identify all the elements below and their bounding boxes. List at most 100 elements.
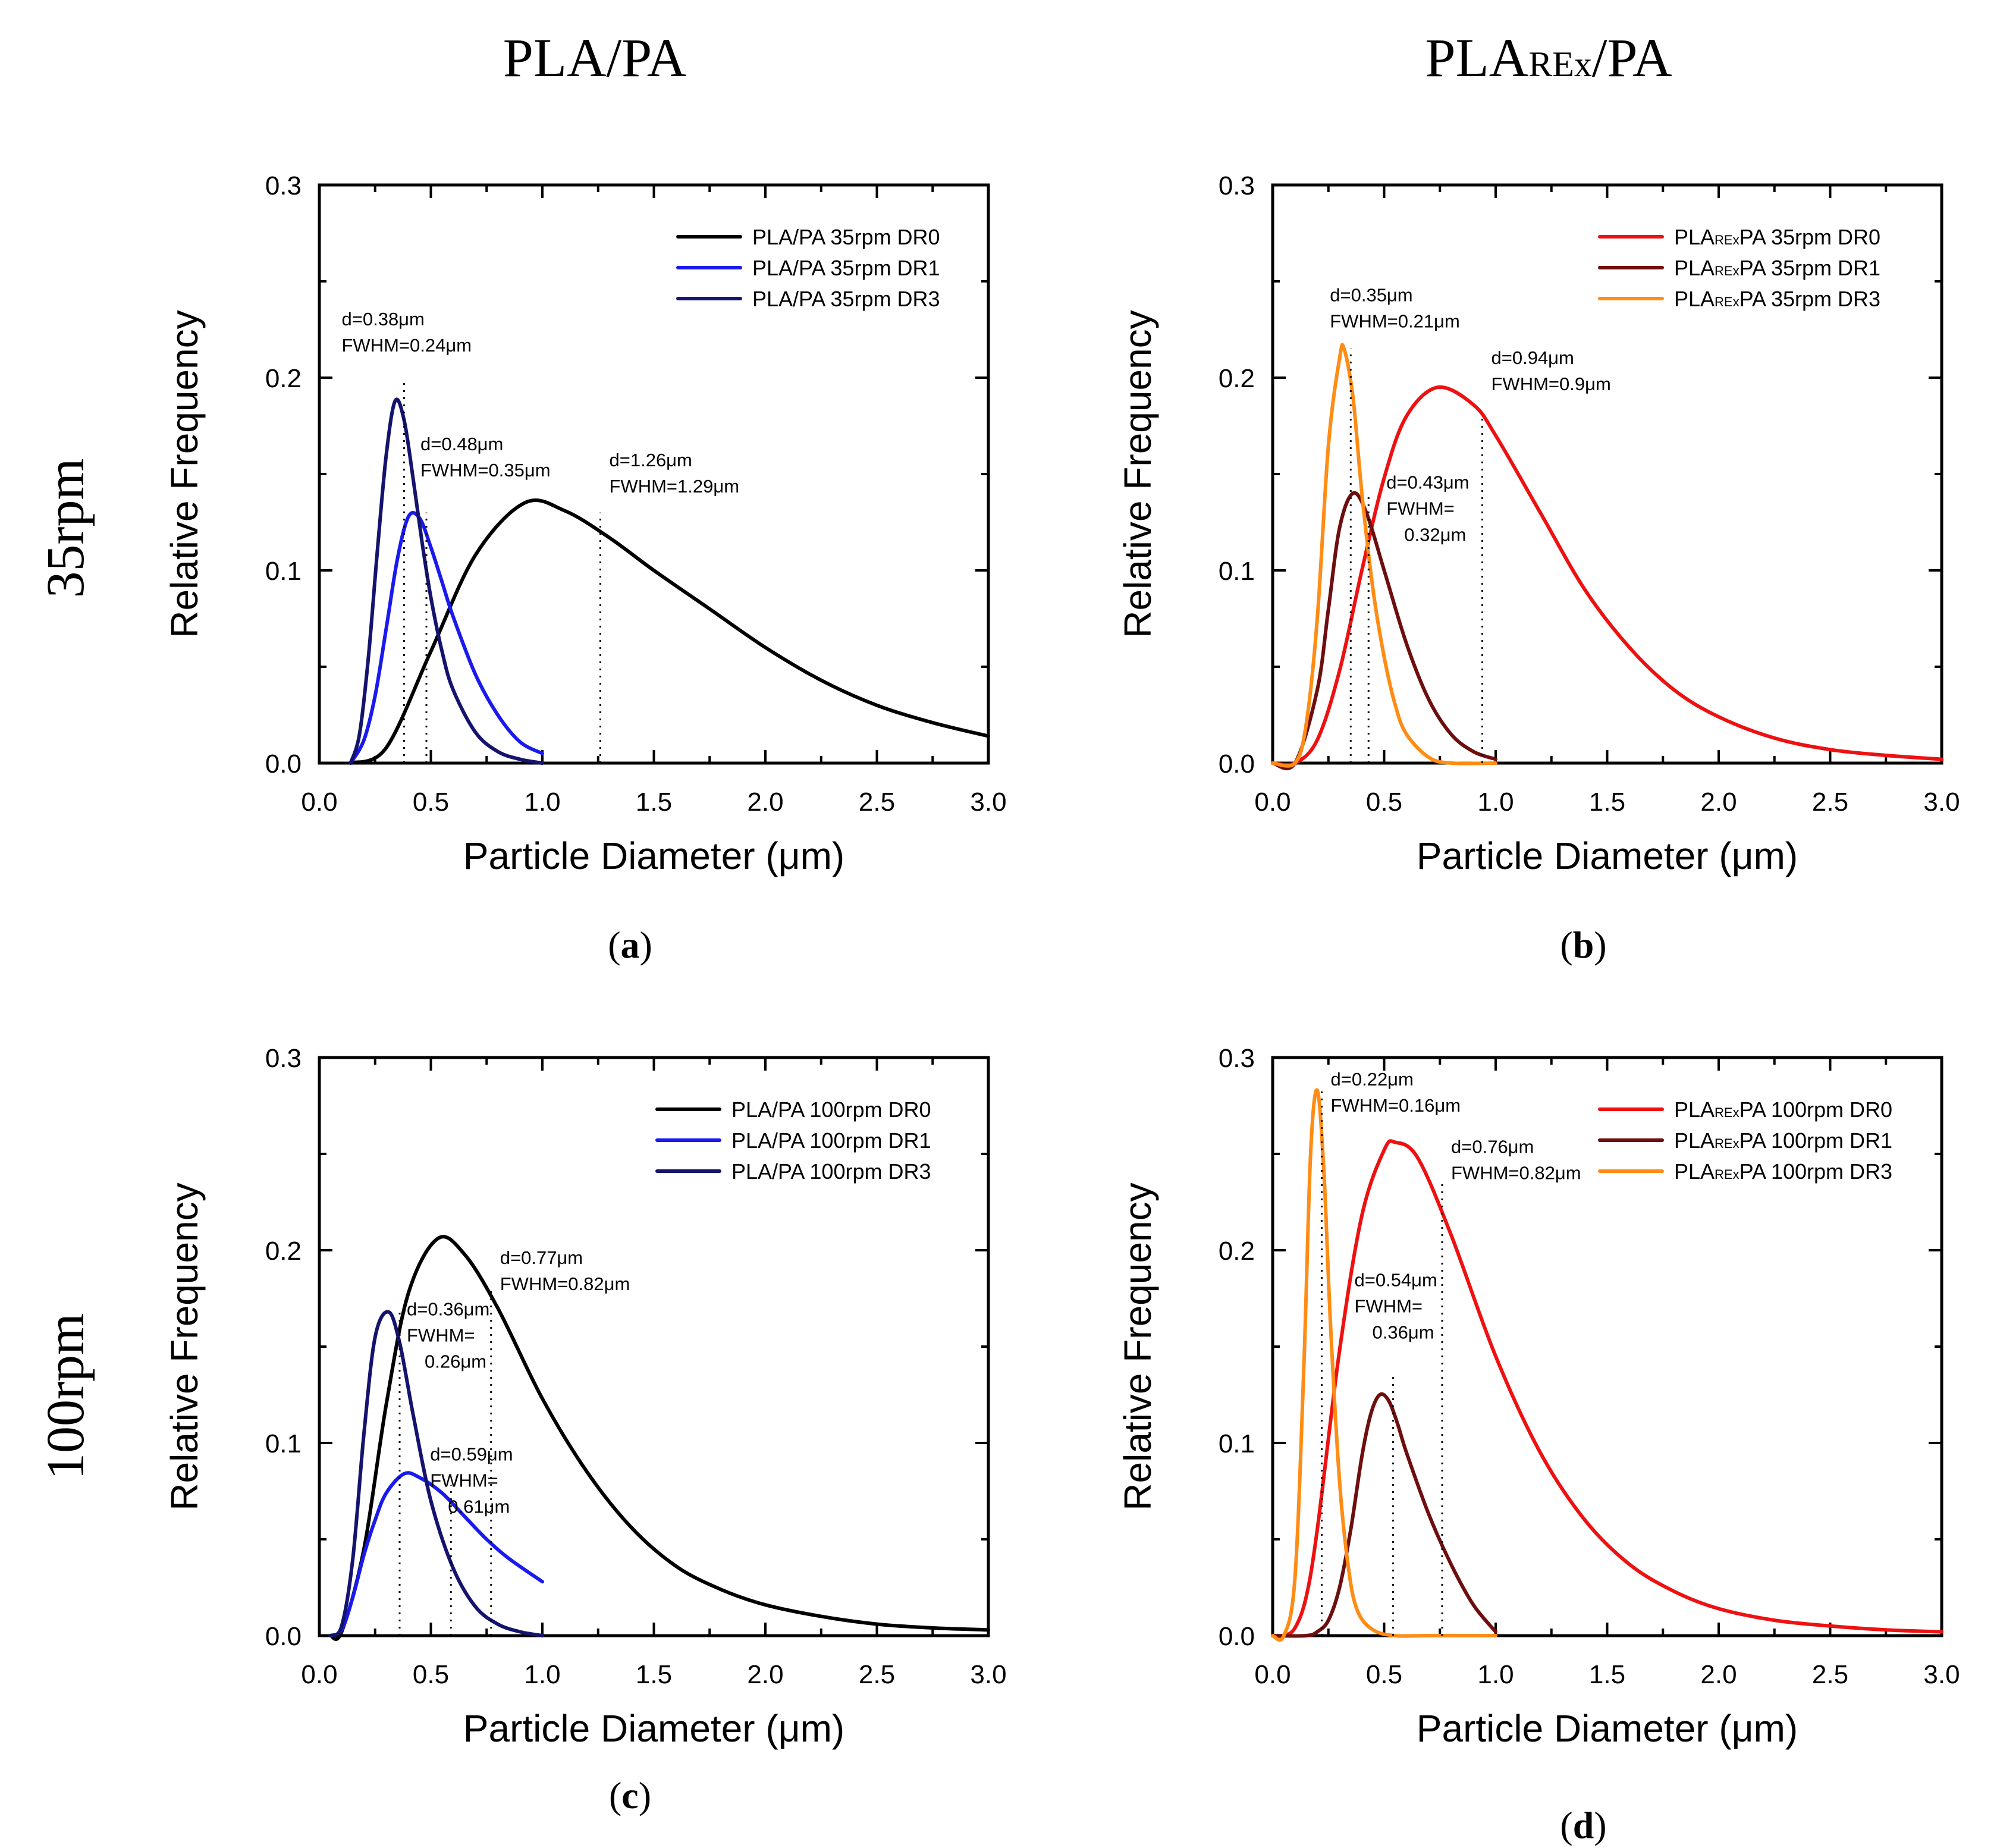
series-line-1: [348, 498, 990, 765]
x-tick-label: 0.0: [1254, 787, 1290, 817]
annotation-label: d=0.48μm FWHM=0.35μm: [420, 434, 551, 481]
x-tick-label: 0.0: [1254, 1660, 1290, 1689]
legend-entry: PLA/PA 35rpm DR3: [752, 287, 940, 311]
series-line-2: [1271, 491, 1497, 771]
column-title-right: PLAREx/PA: [1425, 27, 1672, 88]
chart-panel-c: 0.0 0.5 1.0 1.5 2.0 2.5 3.0 0.0 0.1 0.2 0.3 Particl…: [163, 1044, 1007, 1816]
y-tick-label: 0.2: [1219, 364, 1255, 393]
x-tick-label: 1.5: [636, 1660, 672, 1689]
y-axis-title: Relative Frequency: [163, 1182, 206, 1510]
x-tick-label: 1.5: [1589, 1660, 1625, 1689]
annotation-label: d=0.22μm FWHM=0.16μm: [1331, 1069, 1461, 1116]
series-line-2: [1271, 1392, 1497, 1638]
legend-entry: PLA/PA 35rpm DR0: [752, 225, 940, 249]
x-tick-label: 3.0: [970, 787, 1006, 817]
x-tick-label: 0.5: [413, 787, 449, 817]
x-axis-title: Particle Diameter (μm): [1417, 834, 1798, 877]
series-line-2: [348, 511, 544, 765]
y-tick-label: 0.3: [1219, 171, 1255, 200]
x-tick-label: 1.0: [524, 1660, 560, 1689]
x-tick-label: 3.0: [1923, 787, 1960, 817]
y-axis-title: Relative Frequency: [1116, 310, 1159, 638]
legend-entry: PLARExPA 35rpm DR1: [1674, 256, 1880, 280]
y-tick-label: 0.1: [265, 1429, 302, 1458]
y-tick-label: 0.0: [1219, 749, 1255, 779]
x-axis-title: Particle Diameter (μm): [463, 1707, 844, 1750]
series-line-3: [1271, 343, 1497, 768]
panel-label: (b): [1560, 924, 1606, 966]
y-axis-title: Relative Frequency: [163, 310, 206, 638]
x-tick-label: 2.0: [1700, 1660, 1737, 1689]
x-tick-label: 0.5: [413, 1660, 449, 1689]
annotation-label: d=0.77μm FWHM=0.82μm: [500, 1247, 630, 1294]
legend-entry: PLARExPA 35rpm DR0: [1674, 225, 1880, 249]
y-tick-label: 0.2: [265, 1237, 302, 1266]
series-line-2: [328, 1471, 544, 1637]
column-title-left: PLA/PA: [503, 27, 687, 88]
y-tick-label: 0.3: [265, 171, 302, 200]
series-line-1: [1271, 1139, 1943, 1638]
legend-entry: PLARExPA 100rpm DR3: [1674, 1159, 1892, 1184]
x-tick-label: 1.0: [1477, 1660, 1514, 1689]
annotation-label: d=0.94μm FWHM=0.9μm: [1492, 347, 1611, 394]
x-tick-label: 1.0: [1477, 787, 1514, 817]
panel-label: (a): [608, 924, 652, 966]
legend-entry: PLA/PA 100rpm DR3: [731, 1159, 931, 1184]
x-tick-label: 0.5: [1366, 787, 1402, 817]
chart-panel-b: 0.0 0.5 1.0 1.5 2.0 2.5 3.0 0.0 0.1 0.2 0.3 Particl…: [1116, 171, 1960, 966]
row-label-35rpm: 35rpm: [36, 459, 95, 598]
y-tick-label: 0.1: [1219, 1429, 1255, 1458]
x-tick-label: 0.0: [301, 787, 337, 817]
series-line-1: [328, 1235, 990, 1641]
series-line-3: [328, 1310, 544, 1637]
chart-panel-d: 0.0 0.5 1.0 1.5 2.0 2.5 3.0 0.0 0.1 0.2 0.3 Particl…: [1116, 1044, 1960, 1846]
x-tick-label: 1.0: [524, 787, 560, 817]
x-tick-label: 3.0: [1923, 1660, 1960, 1689]
y-tick-label: 0.0: [1219, 1622, 1255, 1651]
x-tick-label: 2.5: [1812, 787, 1848, 817]
x-tick-label: 1.5: [1589, 787, 1625, 817]
x-tick-label: 2.0: [747, 1660, 783, 1689]
x-tick-label: 3.0: [970, 1660, 1006, 1689]
annotation-label: d=0.36μm FWHM= 0.26μm: [407, 1299, 489, 1372]
y-tick-label: 0.3: [1219, 1044, 1255, 1073]
x-tick-label: 2.0: [1700, 787, 1737, 817]
legend-entry: PLA/PA 100rpm DR0: [731, 1097, 931, 1122]
x-tick-label: 2.5: [859, 787, 895, 817]
annotation-label: d=0.43μm FWHM= 0.32μm: [1386, 472, 1469, 545]
x-tick-label: 0.5: [1366, 1660, 1402, 1689]
annotation-label: d=0.38μm FWHM=0.24μm: [342, 309, 472, 356]
y-tick-label: 0.0: [265, 749, 302, 779]
y-tick-label: 0.0: [265, 1622, 302, 1651]
y-tick-label: 0.1: [265, 557, 302, 586]
chart-panel-a: 0.0 0.5 1.0 1.5 2.0 2.5 3.0 0.0 0.1 0.2 0.3 Particl…: [163, 171, 1007, 966]
annotation-label: d=0.59μm FWHM= 0.61μm: [430, 1444, 513, 1517]
y-axis-title: Relative Frequency: [1116, 1182, 1159, 1510]
annotation-label: d=0.35μm FWHM=0.21μm: [1330, 284, 1460, 331]
panel-label: (d): [1560, 1804, 1606, 1846]
x-tick-label: 0.0: [301, 1660, 337, 1689]
legend-entry: PLA/PA 100rpm DR1: [731, 1128, 931, 1153]
x-tick-label: 1.5: [636, 787, 672, 817]
chart-panels: 0.0 0.5 1.0 1.5 2.0 2.5 3.0 0.0 0.1 0.2 0.3 Particl…: [163, 171, 1960, 1846]
series-line-3: [348, 397, 544, 765]
x-axis-title: Particle Diameter (μm): [463, 834, 844, 877]
legend-entry: PLA/PA 35rpm DR1: [752, 256, 940, 280]
y-tick-label: 0.2: [1219, 1237, 1255, 1266]
x-tick-label: 2.0: [747, 787, 783, 817]
x-axis-title: Particle Diameter (μm): [1417, 1707, 1798, 1750]
x-tick-label: 2.5: [859, 1660, 895, 1689]
y-tick-label: 0.2: [265, 364, 302, 393]
series-line-1: [1271, 385, 1943, 767]
annotation-label: d=1.26μm FWHM=1.29μm: [610, 450, 740, 497]
panel-label: (c): [609, 1774, 651, 1816]
legend-entry: PLARExPA 35rpm DR3: [1674, 287, 1880, 311]
annotation-label: d=0.76μm FWHM=0.82μm: [1451, 1137, 1581, 1184]
annotation-label: d=0.54μm FWHM= 0.36μm: [1355, 1270, 1437, 1343]
x-tick-label: 2.5: [1812, 1660, 1848, 1689]
row-label-100rpm: 100rpm: [36, 1313, 95, 1480]
legend-entry: PLARExPA 100rpm DR0: [1674, 1097, 1892, 1122]
y-tick-label: 0.3: [265, 1044, 302, 1073]
